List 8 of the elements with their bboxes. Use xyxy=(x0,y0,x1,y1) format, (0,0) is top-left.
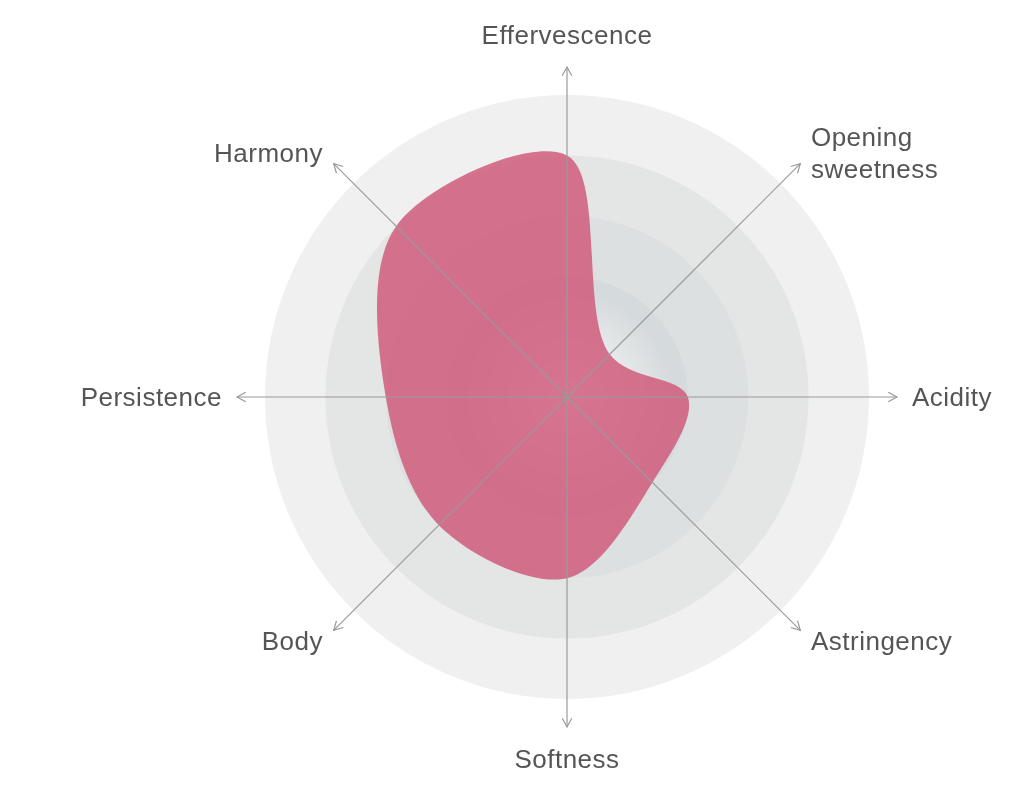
spoke-label: Persistence xyxy=(80,382,222,412)
spoke-label: Acidity xyxy=(912,382,993,412)
spoke-label: Harmony xyxy=(214,138,324,169)
spoke-label: Astringency xyxy=(810,625,953,656)
spoke-label: Effervescence xyxy=(481,20,653,50)
spoke-label: Body xyxy=(261,625,324,656)
spoke-label: Opening sweetness xyxy=(810,122,939,185)
spoke-label: Softness xyxy=(514,744,620,774)
